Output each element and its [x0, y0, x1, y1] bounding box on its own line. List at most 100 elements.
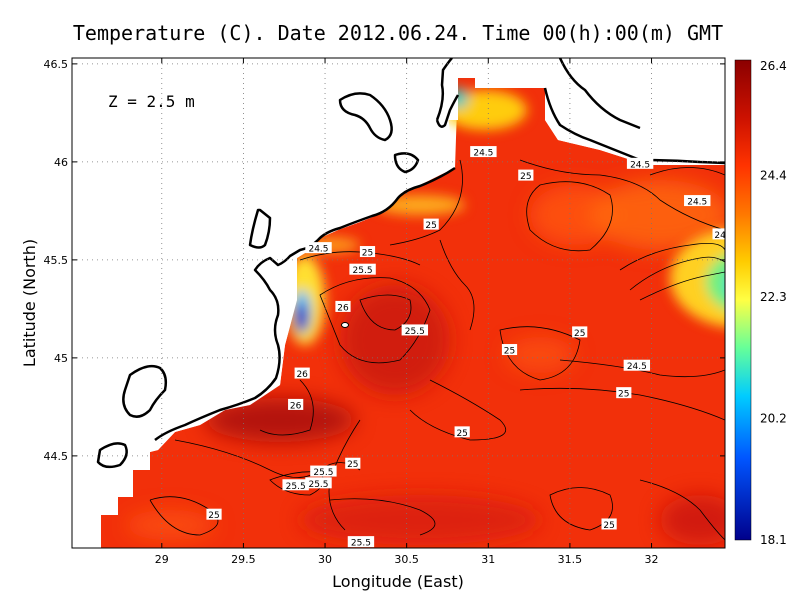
- contour-label-box: [454, 426, 470, 438]
- x-tick-label: 30.5: [394, 553, 419, 566]
- contour-label-box: [294, 367, 310, 379]
- contour-label: 25: [603, 521, 614, 531]
- colorbar-ramp: [734, 59, 752, 541]
- contour-label-box: [470, 146, 497, 158]
- chart-title: Temperature (C). Date 2012.06.24. Time 0…: [73, 21, 723, 45]
- contour-label: 25: [520, 172, 531, 182]
- y-axis-label: Latitude (North): [20, 239, 39, 367]
- x-tick-label: 29.5: [231, 553, 256, 566]
- y-tick-label: 46.5: [44, 58, 69, 71]
- contour-line: [629, 256, 725, 291]
- contour-label: 25: [504, 347, 515, 357]
- contour-labels: 24.5 24.5 24.5 24 25 25 24.5 25 25.5 26 25.5 25 25 24…: [206, 146, 726, 549]
- y-tick-label: 46: [54, 156, 68, 169]
- contour-line: [439, 239, 475, 331]
- contour-label-box: [305, 477, 332, 489]
- contour-label: 25.5: [405, 327, 425, 337]
- contour-label-box: [616, 387, 632, 399]
- contour-label-box: [310, 465, 337, 477]
- cool-patch-south: [125, 510, 215, 540]
- colorbar: 26.4 24.4 22.3 20.2 18.1: [734, 59, 787, 547]
- island-marker: [341, 322, 349, 328]
- contour-label-box: [626, 157, 654, 169]
- upwelling-west-blue: [294, 303, 308, 333]
- contour-line: [259, 379, 314, 436]
- coastline-north-bay: [393, 152, 420, 174]
- contour-label-box: [349, 263, 376, 275]
- y-tick-label: 44.5: [44, 450, 69, 463]
- y-tick-label: 45.5: [44, 254, 69, 267]
- contour-lines: [149, 159, 725, 541]
- coastline-west-lagoon: [122, 364, 168, 418]
- warm-core-south: [300, 495, 540, 545]
- land-mask: [72, 58, 725, 548]
- contour-label: 25.5: [353, 266, 373, 276]
- contour-line: [149, 496, 219, 536]
- contour-label: 24.5: [687, 198, 707, 208]
- contour-label: 25: [347, 460, 358, 470]
- coastline-northeast: [543, 87, 725, 165]
- contour-label-box: [359, 246, 376, 258]
- colorbar-tick-label: 24.4: [760, 169, 787, 183]
- contour-line: [639, 271, 725, 301]
- contour-label-box: [288, 398, 304, 410]
- contour-label: 24: [714, 231, 726, 241]
- warm-core-central: [340, 285, 450, 395]
- contour-label: 25: [574, 329, 585, 339]
- contour-line: [649, 167, 725, 176]
- contour-label-box: [518, 169, 534, 181]
- contour-line: [359, 294, 412, 331]
- land-region-north-gap: [440, 58, 545, 120]
- contour-line: [639, 479, 725, 541]
- contour-label-box: [335, 300, 351, 312]
- colorbar-tick-label: 22.3: [760, 290, 787, 304]
- upwelling-northeast-green: [706, 255, 725, 309]
- contour-label: 24.5: [630, 160, 650, 170]
- x-axis-label: Longitude (East): [332, 572, 464, 591]
- contour-line: [389, 159, 463, 246]
- x-axis: 29 29.5 30 30.5 31 31.5 32: [155, 58, 659, 566]
- contour-label: 25.5: [351, 539, 371, 549]
- x-tick-label: 31.5: [558, 553, 583, 566]
- colorbar-tick-label: 26.4: [760, 59, 787, 73]
- coastline-north: [435, 58, 460, 128]
- contour-line: [549, 487, 613, 531]
- contour-label-box: [305, 242, 332, 254]
- contour-label: 25: [456, 429, 467, 439]
- coastline-north-lagoon: [338, 92, 393, 142]
- contour-label: 25.5: [308, 480, 328, 490]
- contour-label: 26: [290, 401, 302, 411]
- coastlines: [96, 58, 725, 469]
- gridlines: [72, 58, 725, 548]
- contour-line: [319, 277, 431, 364]
- land-region-northeast: [545, 58, 725, 165]
- contour-label-box: [623, 359, 651, 371]
- contour-line: [559, 359, 725, 378]
- warm-core-west: [205, 398, 355, 442]
- contour-line: [519, 387, 725, 421]
- contour-line: [499, 326, 581, 381]
- contour-label: 25: [618, 390, 629, 400]
- contour-label: 25: [425, 221, 436, 231]
- coastline-west-peninsula: [96, 442, 128, 469]
- contour-label: 26: [337, 303, 349, 313]
- coastline-west: [154, 166, 456, 441]
- contour-label: 24.5: [473, 149, 493, 159]
- colorbar-tick-label: 20.2: [760, 412, 787, 426]
- coastline-northeast-inlet: [558, 58, 641, 130]
- depth-annotation: Z = 2.5 m: [108, 92, 195, 111]
- contour-line: [526, 181, 613, 252]
- contour-label-box: [345, 457, 361, 469]
- contour-label-box: [684, 195, 711, 207]
- contour-line: [409, 379, 506, 441]
- contour-label-box: [206, 508, 222, 520]
- x-tick-label: 30: [318, 553, 332, 566]
- colorbar-ticks: 26.4 24.4 22.3 20.2 18.1: [760, 59, 787, 547]
- temperature-variations: [125, 180, 725, 545]
- contour-label-box: [572, 326, 588, 338]
- x-tick-label: 29: [155, 553, 169, 566]
- contour-line: [174, 439, 361, 478]
- contour-line: [519, 159, 725, 231]
- contour-label: 25: [208, 511, 219, 521]
- contour-label: 25.5: [286, 482, 306, 492]
